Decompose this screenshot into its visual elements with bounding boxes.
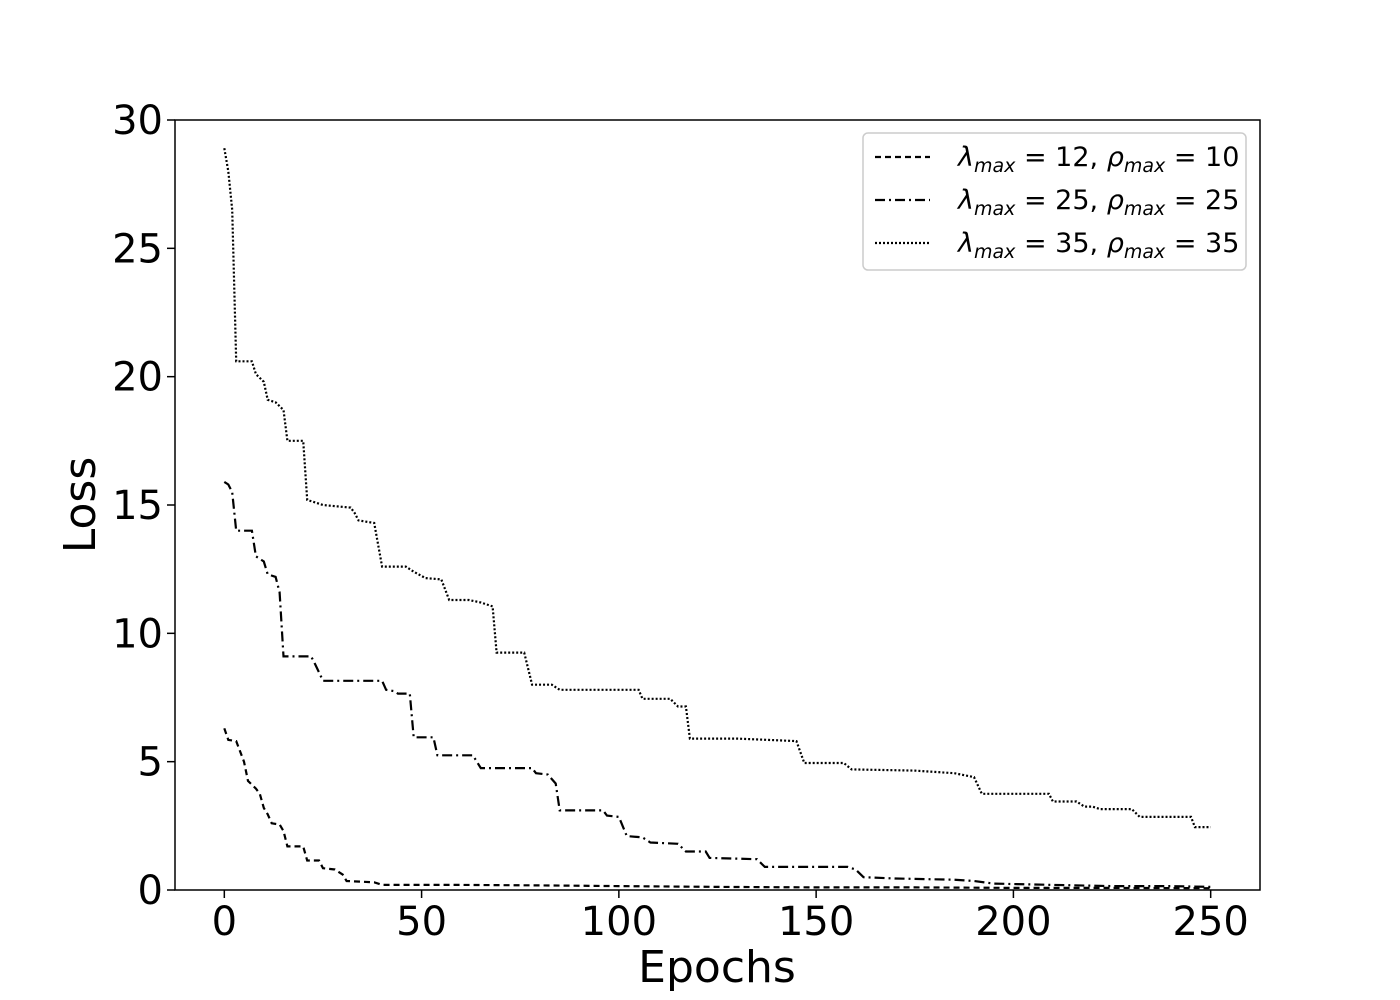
x-tick-label: 150 <box>778 899 854 945</box>
x-axis: 0 50 100 150 200 250 <box>212 890 1249 945</box>
y-tick-label: 20 <box>112 355 163 401</box>
x-axis-label: Epochs <box>638 942 796 993</box>
y-tick-label: 30 <box>112 98 163 144</box>
legend-entries: λmax = 12, ρmax = 10 λmax = 25, ρmax = 25… <box>875 142 1239 263</box>
y-tick-label: 25 <box>112 226 163 272</box>
x-tick-label: 50 <box>396 899 447 945</box>
y-tick-label: 15 <box>112 483 163 529</box>
y-tick-label: 5 <box>138 740 163 786</box>
legend-label-3: λmax = 35, ρmax = 35 <box>956 228 1239 263</box>
y-axis-label: Loss <box>55 457 106 554</box>
series-line-3 <box>223 148 1211 829</box>
legend-box <box>862 132 1247 271</box>
x-tick-label: 250 <box>1173 899 1249 945</box>
x-tick-label: 200 <box>975 899 1051 945</box>
series-line-1 <box>223 727 1211 890</box>
series-line-2 <box>223 480 1211 888</box>
plot-lines <box>223 148 1211 890</box>
legend-label-2: λmax = 25, ρmax = 25 <box>956 185 1239 220</box>
y-tick-label: 10 <box>112 611 163 657</box>
y-tick-label: 0 <box>138 868 163 914</box>
legend-label-1: λmax = 12, ρmax = 10 <box>956 142 1239 177</box>
x-tick-label: 0 <box>212 899 237 945</box>
legend: λmax = 12, ρmax = 10 λmax = 25, ρmax = 25… <box>862 132 1247 271</box>
y-axis: 0 5 10 15 20 25 30 <box>112 98 175 914</box>
x-tick-label: 100 <box>581 899 657 945</box>
